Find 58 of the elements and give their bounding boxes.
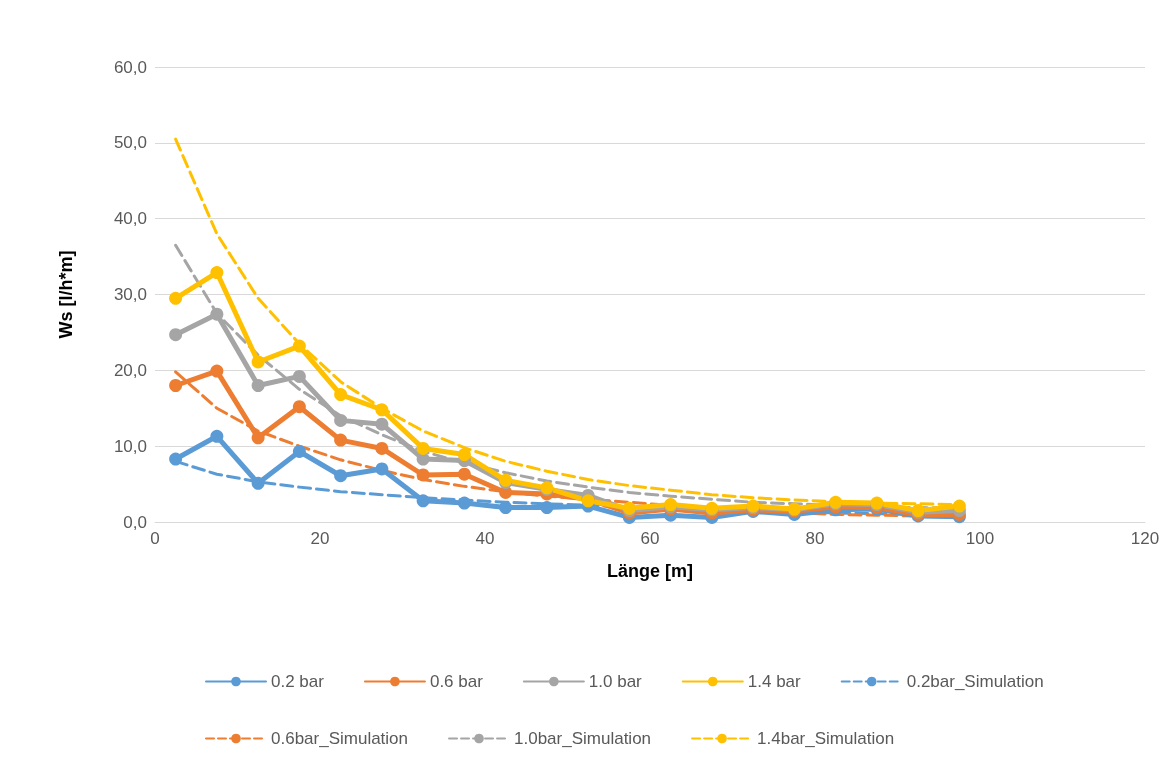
point (334, 469, 348, 483)
point (416, 468, 430, 482)
legend-label: 1.0 bar (588, 672, 643, 691)
legend-label: 1.4bar_Simulation (757, 729, 895, 748)
point (375, 417, 389, 431)
point (292, 369, 306, 383)
legend-label: 0.2bar_Simulation (906, 672, 1044, 691)
point (251, 431, 265, 445)
y-tick-label: 30,0 (113, 285, 147, 304)
point (210, 307, 224, 321)
point (375, 441, 389, 455)
y-tick-label: 10,0 (113, 436, 147, 456)
legend-label: 0.2 bar (271, 672, 325, 691)
point (251, 355, 265, 369)
point (457, 448, 471, 461)
point (416, 494, 430, 508)
x-tick-label: 0 (150, 529, 160, 548)
y-tick-label: 40,0 (113, 209, 147, 229)
y-tick-label: 50,0 (113, 133, 147, 153)
x-tick-label: 40 (475, 529, 495, 548)
x-tick-label: 100 (965, 529, 995, 548)
legend-label: 1.4 bar (747, 672, 802, 691)
x-tick-label: 20 (310, 529, 330, 548)
x-tick-label: 60 (640, 529, 660, 548)
point (499, 501, 513, 515)
point (375, 403, 389, 417)
point (169, 379, 183, 392)
point (292, 400, 306, 414)
point (457, 467, 471, 481)
point (210, 266, 224, 279)
legend-label: 0.6bar_Simulation (271, 729, 409, 748)
point (169, 452, 183, 466)
y-axis-title: Ws [l/h*m] (56, 250, 76, 339)
legend-label: 0.6 bar (429, 672, 484, 691)
legend-label: 1.0bar_Simulation (514, 729, 652, 748)
x-axis-title: Länge [m] (606, 561, 694, 581)
point (210, 429, 224, 443)
point (292, 444, 306, 458)
y-tick-label: 60,0 (113, 57, 147, 77)
point (334, 433, 348, 447)
point (952, 499, 966, 513)
point (540, 501, 554, 515)
point (416, 452, 430, 466)
y-tick-label: 0,0 (123, 512, 147, 532)
x-tick-label: 120 (1130, 529, 1160, 548)
point (457, 496, 471, 510)
y-tick-label: 20,0 (113, 360, 147, 380)
point (210, 364, 224, 378)
point (251, 476, 265, 490)
point (334, 388, 348, 402)
point (375, 462, 389, 476)
point (292, 339, 306, 353)
x-tick-label: 80 (805, 529, 825, 548)
point (416, 441, 430, 455)
point (251, 379, 265, 392)
point (169, 291, 183, 305)
point (334, 413, 348, 427)
point (169, 328, 183, 342)
